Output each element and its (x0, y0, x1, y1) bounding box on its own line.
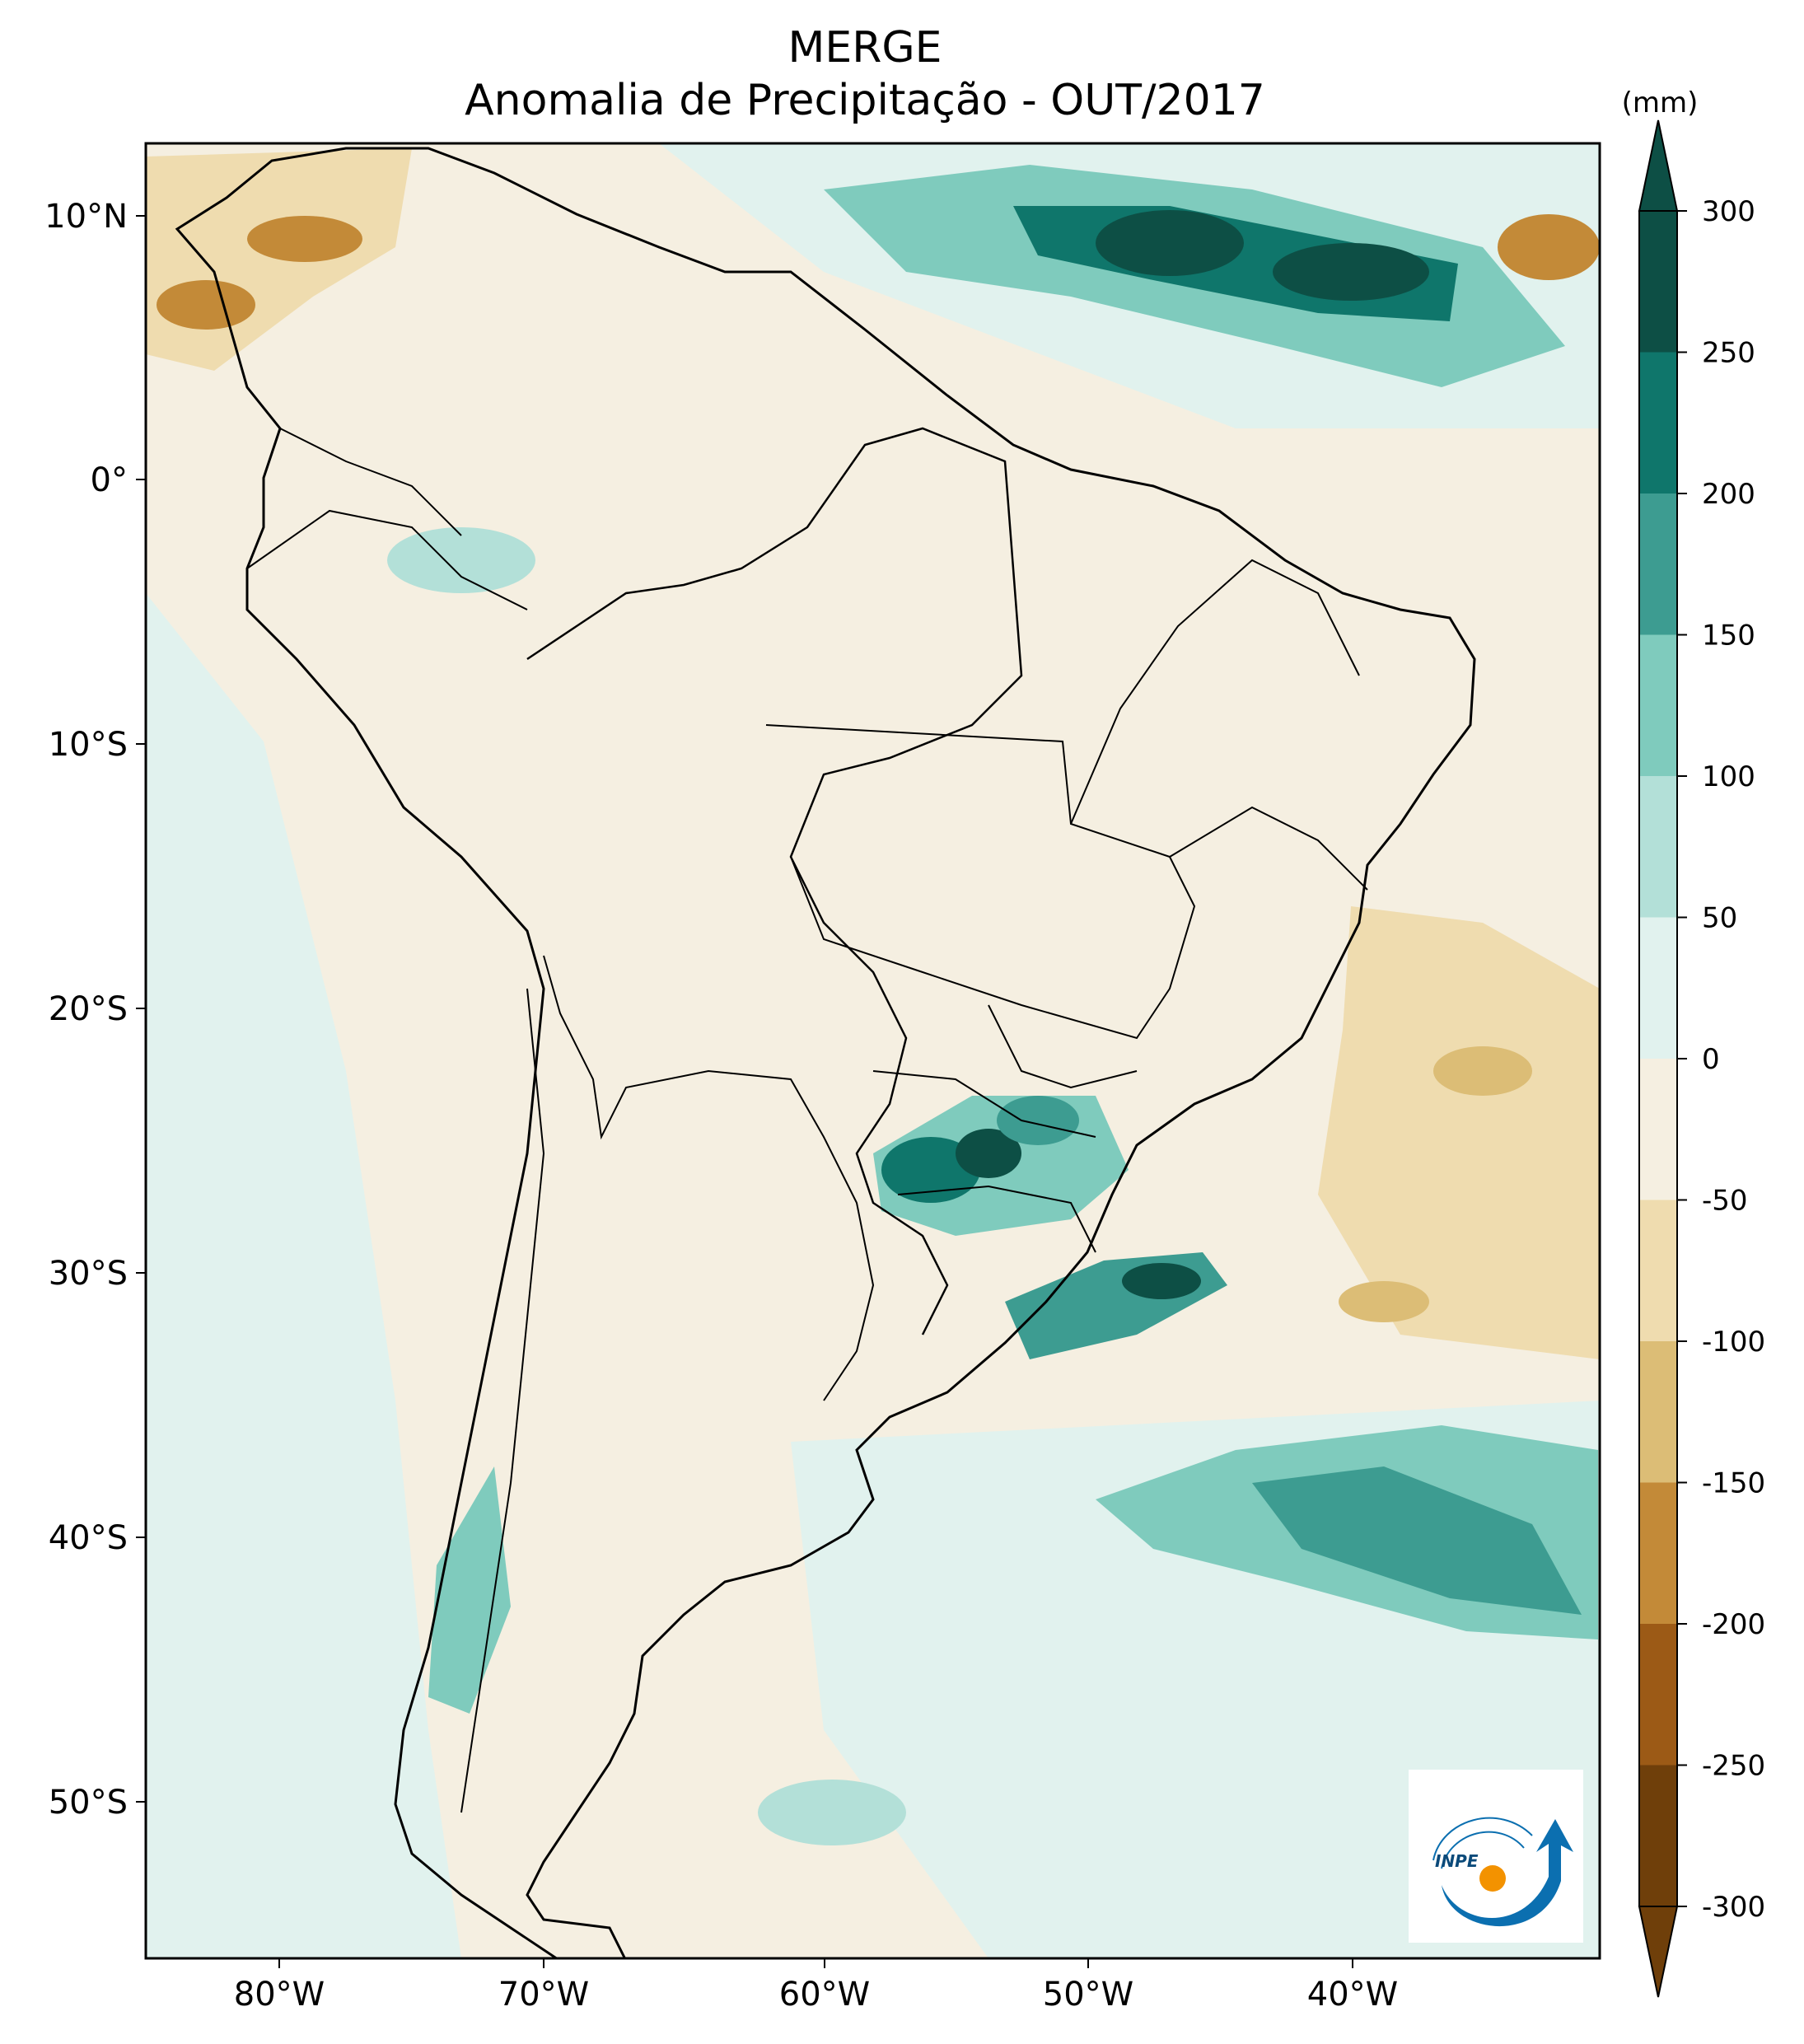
colorbar-segment (1639, 1200, 1677, 1342)
colorbar-tick-label: -100 (1702, 1326, 1765, 1359)
colorbar-tick-label: -250 (1702, 1750, 1765, 1783)
colorbar-tick-label: -150 (1702, 1467, 1765, 1500)
colorbar-tick-label: 150 (1702, 620, 1755, 652)
map-title: MERGE (787, 23, 942, 72)
colorbar: (mm) 300 250 200 150 100 50 0 -50 -100 -150 -200 -2… (1622, 87, 1765, 1998)
lat-tick-label: 0° (91, 461, 128, 499)
south-america-coastline (175, 147, 1476, 1958)
colorbar-segment (1639, 917, 1677, 1059)
lat-tick-label: 40°S (49, 1519, 128, 1557)
colorbar-segment (1639, 776, 1677, 918)
colorbar-unit: (mm) (1622, 87, 1699, 119)
lat-tick-label: 20°S (49, 990, 128, 1028)
colorbar-segment (1639, 493, 1677, 635)
state-borders (765, 724, 1196, 1040)
colorbar-segment (1639, 634, 1677, 777)
colorbar-segment (1639, 1341, 1677, 1483)
colorbar-tick-label: 100 (1702, 760, 1755, 793)
colorbar-tick-label: -50 (1702, 1185, 1748, 1218)
anomaly-field (146, 143, 1600, 1958)
atlantic-dry-zone (1318, 906, 1600, 1359)
map-frame (144, 142, 1601, 1960)
colorbar-tick-label: 300 (1702, 195, 1755, 228)
logo-text: INPE (1435, 1851, 1479, 1871)
colorbar-extend-top (1638, 119, 1679, 212)
colorbar-tick-label: 250 (1702, 337, 1755, 370)
inpe-logo: INPE (1409, 1770, 1583, 1943)
lat-tick-label: 10°N (44, 198, 128, 236)
colorbar-extend-bottom (1638, 1906, 1679, 1998)
lon-tick-label: 60°W (779, 1976, 870, 2014)
coastline-and-borders (175, 147, 1476, 1958)
lon-tick-label: 70°W (498, 1976, 589, 2014)
lat-tick-label: 30°S (49, 1255, 128, 1293)
brazil-border (526, 427, 1023, 1335)
map-subtitle: Anomalia de Precipitação - OUT/2017 (465, 76, 1265, 125)
colorbar-segment (1639, 211, 1677, 353)
pacific-light-anomaly (146, 593, 461, 1958)
colorbar-segment (1639, 1624, 1677, 1766)
inpe-logo-mark: INPE (1432, 1817, 1573, 1927)
lat-tick-label: 10°S (49, 726, 128, 764)
lon-tick-label: 50°W (1043, 1976, 1133, 2014)
colorbar-segment (1639, 1482, 1677, 1625)
longitude-axis: 80°W 70°W 60°W 50°W 40°W (234, 1958, 1398, 2014)
colorbar-segment (1639, 352, 1677, 494)
colorbar-tick-label: -200 (1702, 1608, 1765, 1641)
chile-argentina-border (460, 988, 545, 1813)
colorbar-segment (1639, 1059, 1677, 1200)
lon-tick-label: 40°W (1307, 1976, 1398, 2014)
logo-sun-circle (1479, 1865, 1506, 1892)
colorbar-tick-label: 0 (1702, 1043, 1720, 1076)
colorbar-tick-label: 50 (1702, 902, 1737, 935)
latitude-axis: 10°N 0° 10°S 20°S 30°S 40°S 50°S (44, 198, 146, 1822)
colorbar-segment (1639, 1765, 1677, 1907)
lat-tick-label: 50°S (49, 1784, 128, 1822)
colorbar-tick-label: -300 (1702, 1891, 1765, 1924)
colorbar-tick-label: 200 (1702, 478, 1755, 511)
lon-tick-label: 80°W (234, 1976, 325, 2014)
